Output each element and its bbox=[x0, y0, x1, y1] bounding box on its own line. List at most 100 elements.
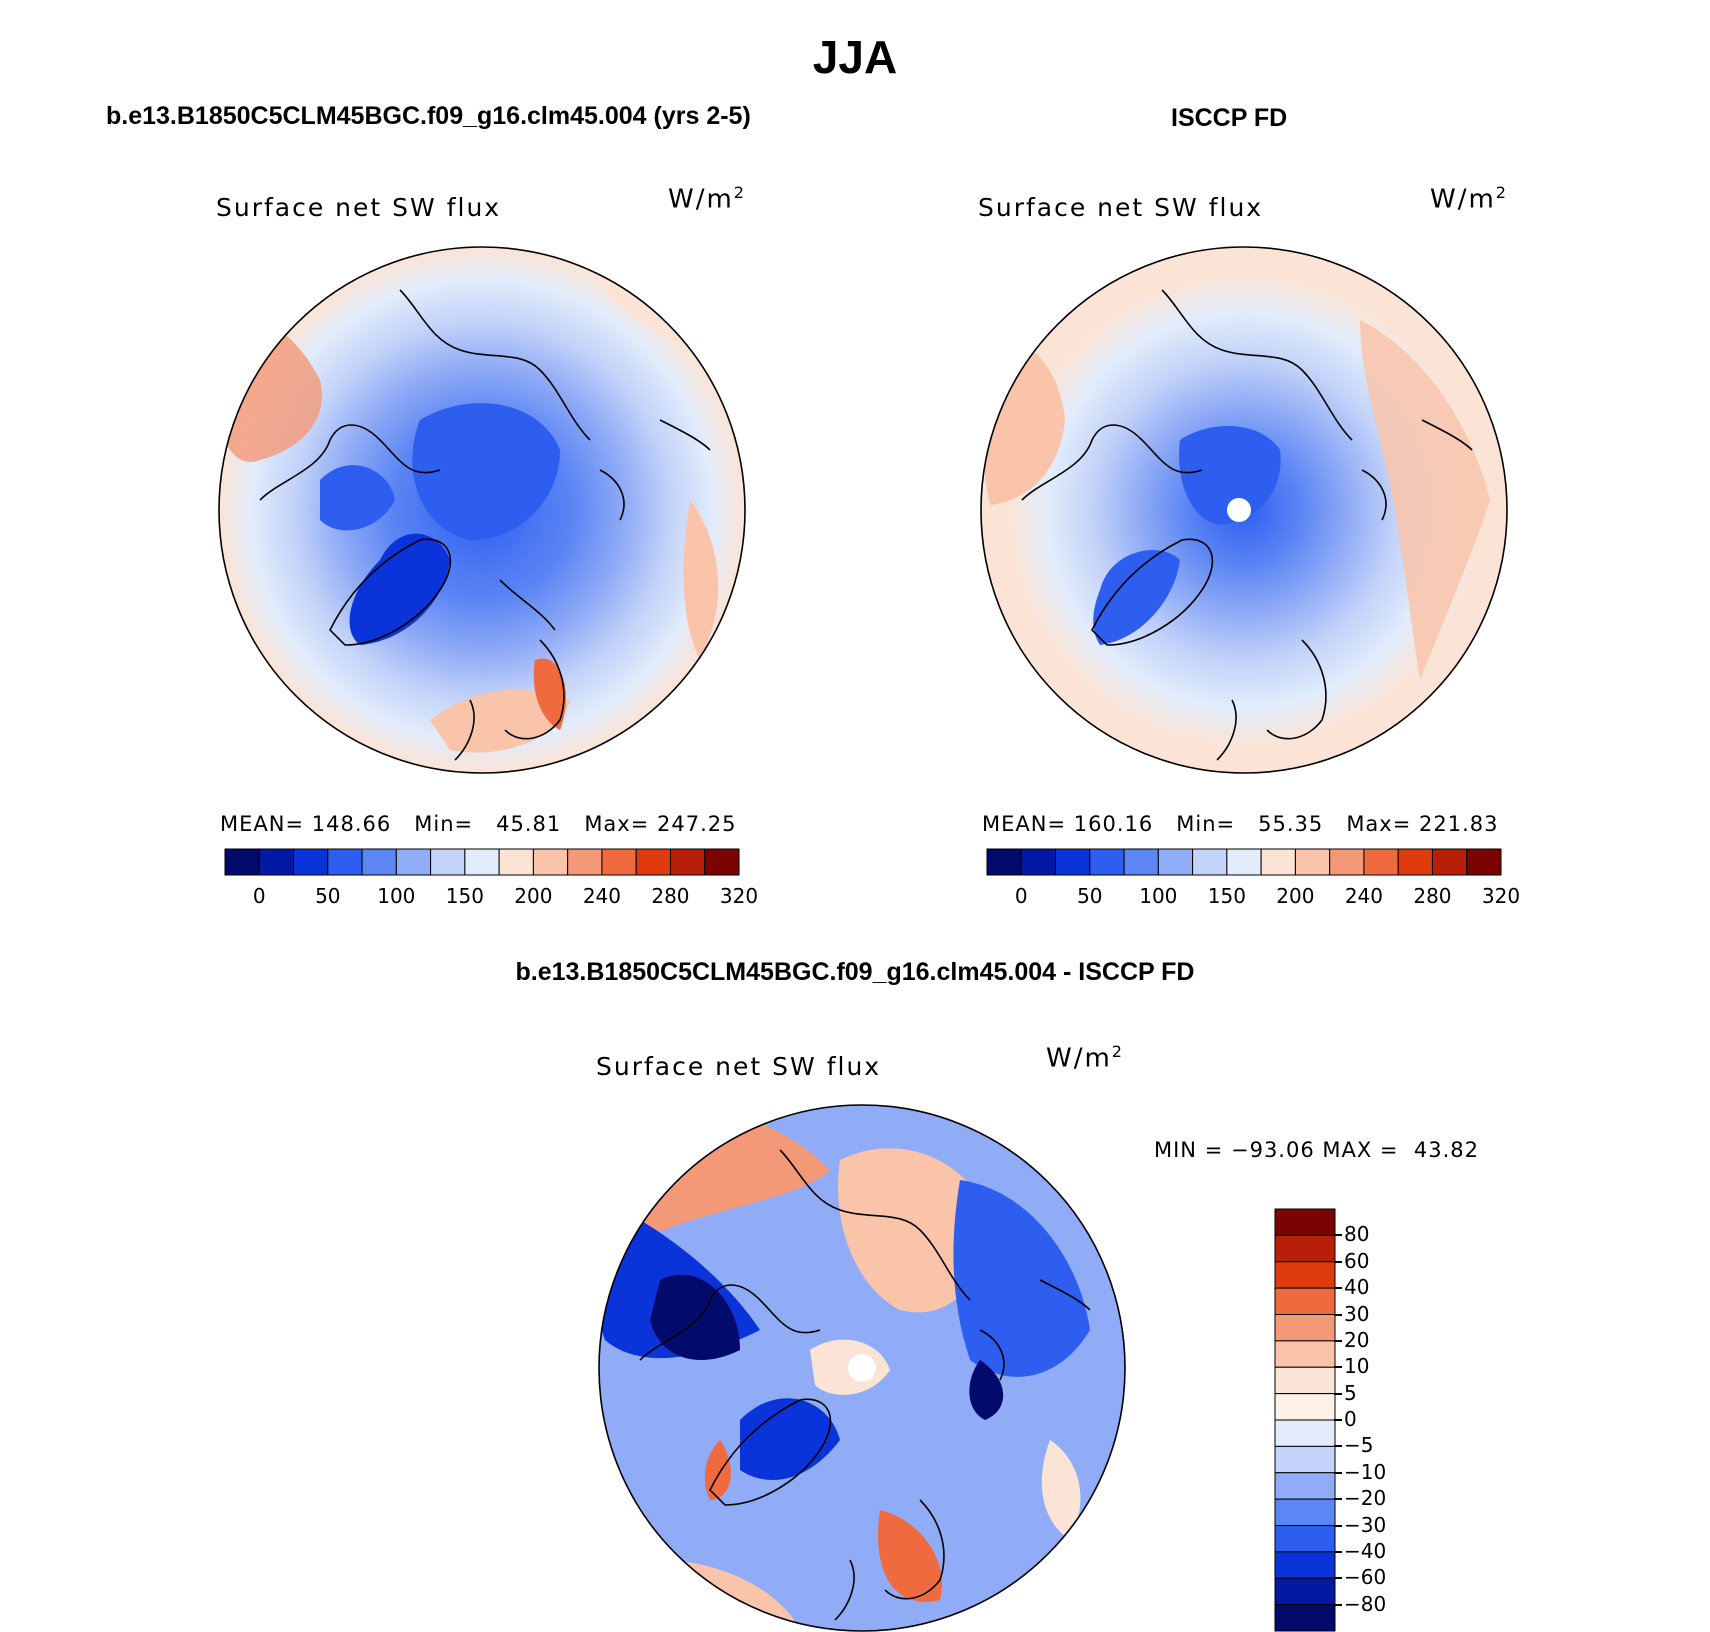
colorbar-swatch bbox=[1274, 1261, 1336, 1289]
colorbar-tick-mark bbox=[1334, 1234, 1342, 1237]
colorbar-tick-label: −10 bbox=[1344, 1459, 1387, 1484]
colorbar-tick-label: 80 bbox=[1344, 1222, 1370, 1247]
colorbar-tick-label: 20 bbox=[1344, 1327, 1370, 1352]
colorbar-swatch bbox=[1089, 848, 1125, 876]
colorbar-tick-label: 240 bbox=[582, 884, 622, 908]
plot-title-model: Surface net SW flux bbox=[216, 193, 502, 222]
colorbar-tick-label: 0 bbox=[1344, 1407, 1357, 1431]
colorbar-swatch bbox=[986, 848, 1022, 876]
colorbar-swatch bbox=[1260, 848, 1296, 876]
colorbar-swatch bbox=[1157, 848, 1194, 876]
colorbar-tick-label: 0 bbox=[1014, 884, 1028, 908]
colorbar-tick-label: 320 bbox=[719, 884, 759, 908]
colorbar-tick-label: 5 bbox=[1344, 1380, 1357, 1405]
colorbar-tick-mark bbox=[1334, 1366, 1342, 1369]
colorbar-ticks-model: 0 50 100 150 200 240 280 320 bbox=[224, 884, 758, 912]
colorbar-swatch bbox=[464, 848, 500, 876]
colorbar-tick-mark bbox=[1334, 1419, 1342, 1421]
colorbar-tick-label: 200 bbox=[1276, 884, 1315, 908]
colorbar-swatch bbox=[224, 848, 260, 876]
colorbar-tick-label: 150 bbox=[1207, 884, 1246, 908]
colorbar-tick-label: 100 bbox=[377, 884, 416, 908]
colorbar-tick-label: −30 bbox=[1344, 1512, 1387, 1537]
colorbar-tick-mark bbox=[1334, 1260, 1342, 1263]
units-label-model: W/m2 bbox=[668, 183, 744, 215]
colorbar-swatch bbox=[1274, 1208, 1336, 1236]
colorbar-diff bbox=[1274, 1208, 1336, 1632]
colorbar-swatch bbox=[1274, 1287, 1336, 1315]
stats-diff: MIN = −93.06 MAX = 43.82 bbox=[1154, 1138, 1480, 1162]
colorbar-tick-mark bbox=[1334, 1287, 1342, 1290]
colorbar-tick-label: 150 bbox=[445, 884, 484, 908]
units-label-diff: W/m2 bbox=[1046, 1042, 1122, 1074]
colorbar-tick-label: −80 bbox=[1344, 1591, 1387, 1616]
colorbar-tick-label: 240 bbox=[1344, 884, 1384, 908]
colorbar-tick-mark bbox=[1334, 1524, 1342, 1527]
colorbar-obs bbox=[986, 848, 1502, 876]
colorbar-tick-mark bbox=[1334, 1392, 1342, 1395]
colorbar-swatch bbox=[1466, 848, 1502, 876]
colorbar-tick-label: 60 bbox=[1344, 1248, 1370, 1273]
units-label-obs: W/m2 bbox=[1430, 183, 1506, 215]
colorbar-tick-mark bbox=[1334, 1550, 1342, 1553]
colorbar-swatch bbox=[258, 848, 295, 876]
colorbar-swatch bbox=[1274, 1314, 1336, 1342]
colorbar-tick-label: 30 bbox=[1344, 1301, 1370, 1326]
colorbar-ticks-obs: 0 50 100 150 200 240 280 320 bbox=[986, 884, 1520, 912]
colorbar-swatch bbox=[669, 848, 706, 876]
colorbar-swatch bbox=[395, 848, 432, 876]
panel-title-obs: ISCCP FD bbox=[1171, 104, 1288, 132]
colorbar-tick-label: −40 bbox=[1344, 1538, 1387, 1563]
colorbar-swatch bbox=[1226, 848, 1262, 876]
colorbar-tick-label: 320 bbox=[1481, 884, 1521, 908]
colorbar-tick-label: −60 bbox=[1344, 1565, 1387, 1590]
colorbar-swatch bbox=[1274, 1577, 1336, 1606]
colorbar-swatch bbox=[1294, 848, 1331, 876]
colorbar-tick-mark bbox=[1334, 1471, 1342, 1474]
colorbar-tick-mark bbox=[1334, 1445, 1342, 1448]
colorbar-ticks-diff: 80 60 40 30 20 10 5 0 −5 −10 −20 −30 −40 −60 −80 bbox=[1334, 1208, 1434, 1632]
colorbar-swatch bbox=[327, 848, 363, 876]
colorbar-swatch bbox=[1274, 1366, 1336, 1395]
colorbar-swatch bbox=[567, 848, 603, 876]
colorbar-swatch bbox=[293, 848, 329, 876]
colorbar-model bbox=[224, 848, 740, 876]
colorbar-swatch bbox=[1274, 1551, 1336, 1579]
colorbar-swatch bbox=[1274, 1234, 1336, 1263]
colorbar-swatch bbox=[601, 848, 637, 876]
colorbar-tick-mark bbox=[1334, 1498, 1342, 1501]
colorbar-swatch bbox=[430, 848, 466, 876]
colorbar-tick-label: 100 bbox=[1139, 884, 1178, 908]
colorbar-tick-mark bbox=[1334, 1313, 1342, 1316]
colorbar-tick-label: 50 bbox=[315, 884, 341, 908]
colorbar-swatch bbox=[704, 848, 740, 876]
colorbar-tick-label: 200 bbox=[514, 884, 553, 908]
colorbar-tick-label: 280 bbox=[1413, 884, 1452, 908]
colorbar-tick-label: 50 bbox=[1077, 884, 1103, 908]
colorbar-tick-label: −5 bbox=[1344, 1433, 1374, 1458]
colorbar-tick-label: −20 bbox=[1344, 1486, 1387, 1511]
colorbar-tick-label: 280 bbox=[651, 884, 690, 908]
colorbar-swatch bbox=[1274, 1472, 1336, 1500]
colorbar-tick-mark bbox=[1334, 1339, 1342, 1342]
colorbar-swatch bbox=[1055, 848, 1091, 876]
colorbar-tick-mark bbox=[1334, 1603, 1342, 1606]
colorbar-swatch bbox=[1397, 848, 1433, 876]
plot-title-obs: Surface net SW flux bbox=[978, 193, 1264, 222]
colorbar-swatch bbox=[1274, 1445, 1336, 1474]
stats-obs: MEAN= 160.16 Min= 55.35 Max= 221.83 bbox=[982, 812, 1499, 836]
colorbar-tick-label: 0 bbox=[252, 884, 266, 908]
colorbar-swatch bbox=[1274, 1393, 1336, 1421]
colorbar-swatch bbox=[1431, 848, 1468, 876]
colorbar-tick-label: 10 bbox=[1344, 1354, 1370, 1379]
colorbar-tick-mark bbox=[1334, 1577, 1342, 1580]
colorbar-swatch bbox=[1274, 1419, 1336, 1447]
stats-model: MEAN= 148.66 Min= 45.81 Max= 247.25 bbox=[220, 812, 737, 836]
colorbar-tick-label: 40 bbox=[1344, 1275, 1370, 1300]
colorbar-swatch bbox=[1274, 1525, 1336, 1553]
figure-title: JJA bbox=[812, 31, 898, 83]
panel-title-diff: b.e13.B1850C5CLM45BGC.f09_g16.clm45.004 … bbox=[515, 958, 1195, 986]
colorbar-swatch bbox=[1274, 1604, 1336, 1632]
